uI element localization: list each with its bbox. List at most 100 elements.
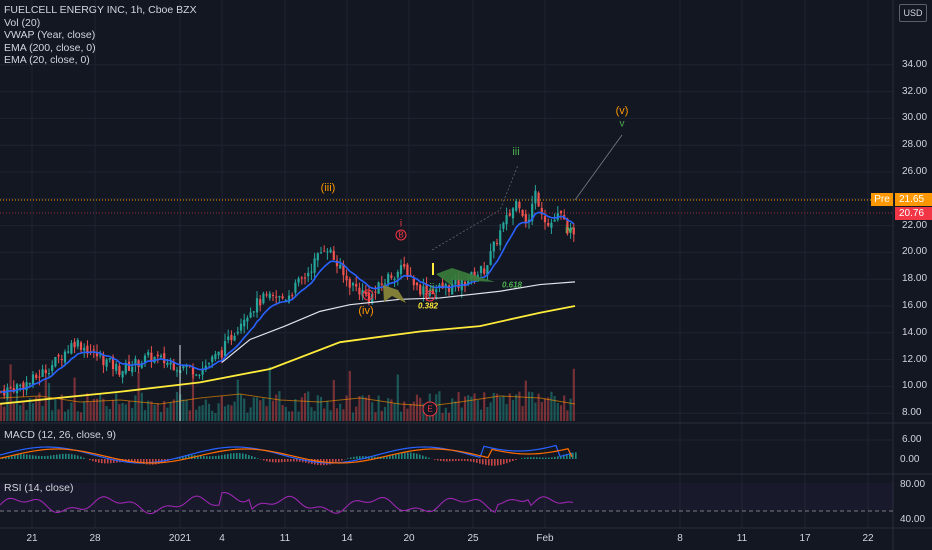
volume-bar [19,405,22,421]
macd-histogram-bar [269,459,271,462]
candle-body [534,190,537,204]
rsi-legend[interactable]: RSI (14, close) [4,482,74,494]
macd-histogram-bar [464,459,466,461]
macd-histogram-bar [398,453,400,459]
candle-body [70,343,73,354]
candle-body [351,283,355,286]
volume-bar [563,395,566,421]
volume-bar [524,380,527,421]
volume-bar [143,410,147,421]
wave-label-A: A [365,290,371,300]
candle-body [291,295,294,297]
macd-histogram-bar [131,459,133,463]
macd-histogram-bar [206,456,208,459]
candle-body [111,356,115,370]
volume-bar [156,403,159,421]
volume-bar [390,399,393,421]
macd-histogram-bar [482,459,484,465]
macd-histogram-bar [533,457,535,459]
volume-bar [531,392,534,421]
macd-histogram-bar [248,454,250,459]
macd-histogram-bar [374,456,376,459]
earnings-marker[interactable]: E [427,404,433,414]
pre-market-label: Pre [871,193,893,206]
volume-bar [342,409,345,421]
candle-body [572,227,575,235]
candle-body [201,368,204,375]
volume-bar [140,392,143,421]
wave-marker-circle [395,229,407,241]
candle-body [444,284,447,288]
volume-bar [38,392,41,421]
volume-bar [35,396,38,421]
candle-body [57,355,60,357]
macd-histogram-bar [101,459,103,464]
candle-body [387,274,390,284]
candle-body [118,365,121,375]
projection-line [574,134,623,201]
legend-volume[interactable]: Vol (20) [4,16,41,29]
volume-bar [83,401,86,421]
macd-histogram-bar [284,459,286,463]
candle-body [502,222,505,229]
vwap-line [221,281,576,363]
time-tick-label: 22 [862,533,874,544]
macd-histogram-bar [545,457,547,459]
macd-histogram-bar [236,453,238,459]
rsi-axis-80: 80.00 [900,479,926,490]
macd-histogram-bar [287,459,289,462]
volume-bar [207,403,211,421]
price-tick-label: 22.00 [902,219,928,231]
candle-body [447,285,451,292]
volume-bar [99,393,102,421]
candle-body [92,349,95,351]
macd-histogram-bar [395,454,397,459]
fib-label-618: 0.618 [501,280,523,290]
symbol-title[interactable]: FUELCELL ENERGY INC, 1h, Cboe BZX [4,4,197,16]
indicator-lines [0,211,576,407]
macd-histogram-bar [470,459,472,462]
candle-body [252,311,255,313]
candle-body [428,290,431,296]
volume-bar [297,411,300,421]
macd-histogram-bar [506,459,508,464]
legend-vwap[interactable]: VWAP (Year, close) [4,29,96,42]
candle-body [172,362,175,371]
candle-body [143,355,147,363]
macd-histogram-bar [407,452,409,459]
macd-histogram-bar [539,457,541,459]
volume-bar [300,397,303,421]
macd-histogram-bar [272,459,274,463]
legend-ema20[interactable]: EMA (20, close, 0) [4,54,90,67]
legend-ema200[interactable]: EMA (200, close, 0) [4,41,96,54]
candle-body [83,347,86,351]
volume-bar [198,406,201,421]
candle-body [6,387,9,398]
volume-bar [169,402,172,421]
candle-body [297,278,300,283]
macd-histogram-bar [257,458,259,459]
candle-body [326,251,329,253]
candle-body [425,283,428,295]
macd-histogram-bar [113,459,115,463]
macd-legend[interactable]: MACD (12, 26, close, 9) [4,429,117,441]
volume-bar [150,401,153,421]
time-tick-label: 8 [677,533,683,544]
volume-bar [371,402,374,421]
volume-bar [556,402,559,421]
candle-body [329,249,332,253]
currency-button[interactable]: USD [899,4,927,22]
candle-body [412,278,415,286]
volume-bar [476,400,479,421]
candle-body [508,213,511,216]
time-tick-label: 14 [341,533,353,544]
volume-bar [249,407,252,421]
indicator-legend: FUELCELL ENERGY INC, 1h, Cboe BZX Vol (2… [4,4,197,67]
macd-histogram-bar [329,459,331,465]
macd-histogram-bar [524,457,526,459]
candle-body [150,352,153,362]
price-tick-label: 20.00 [902,246,928,258]
volume-bar [569,398,572,421]
